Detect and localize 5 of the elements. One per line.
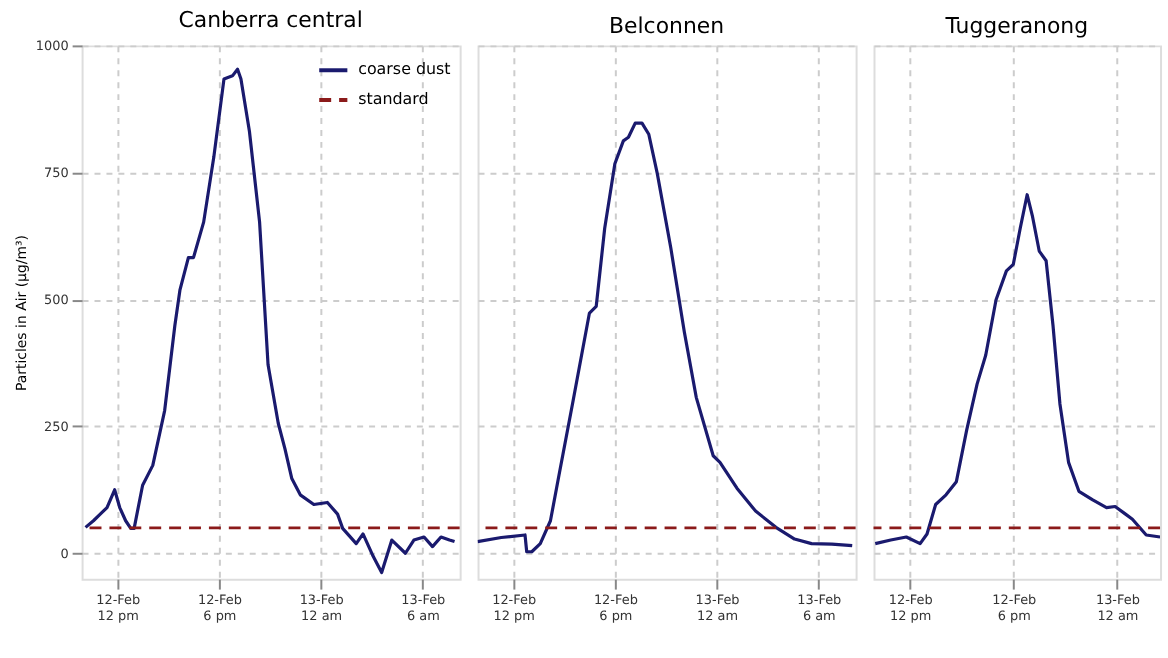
- legend-label: standard: [358, 90, 429, 109]
- chart-title: Belconnen: [609, 13, 725, 40]
- chart-title: Canberra central: [178, 7, 363, 34]
- chart-title: Tuggeranong: [943, 13, 1089, 40]
- legend-label: coarse dust: [358, 60, 451, 79]
